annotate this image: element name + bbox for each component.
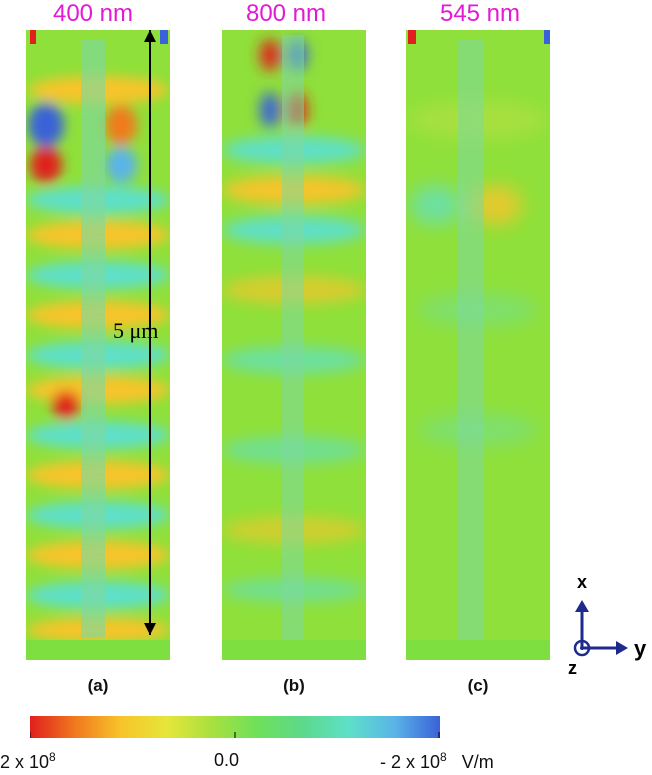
colorbar (29, 716, 440, 738)
panel-b-label: (b) (283, 676, 305, 695)
field-map-panel-b (222, 30, 366, 660)
colorbar-right-label: - 2 x 108 V/m (380, 750, 494, 772)
colorbar-gradient (30, 716, 440, 738)
panel-a-wavelength: 400 nm (52, 0, 134, 27)
colorbar-center-label: 0.0 (214, 750, 240, 770)
panel-b-wavelength: 800 nm (245, 0, 327, 27)
axis-y-label: y (634, 636, 647, 661)
panel-a-label: (a) (87, 676, 109, 695)
coordinate-axes: x y z (560, 570, 652, 680)
panel-c-wavelength: 545 nm (439, 0, 521, 27)
axis-x-label: x (577, 572, 588, 592)
field-map-panel-c (406, 30, 550, 660)
colorbar-left-label: 2 x 108 (0, 750, 56, 772)
scale-bar-label: 5 μm (113, 318, 159, 343)
field-map-panel-a (26, 30, 170, 660)
axis-z-label: z (568, 658, 577, 678)
scale-bar-line (144, 30, 156, 635)
panel-c-label: (c) (467, 676, 489, 695)
